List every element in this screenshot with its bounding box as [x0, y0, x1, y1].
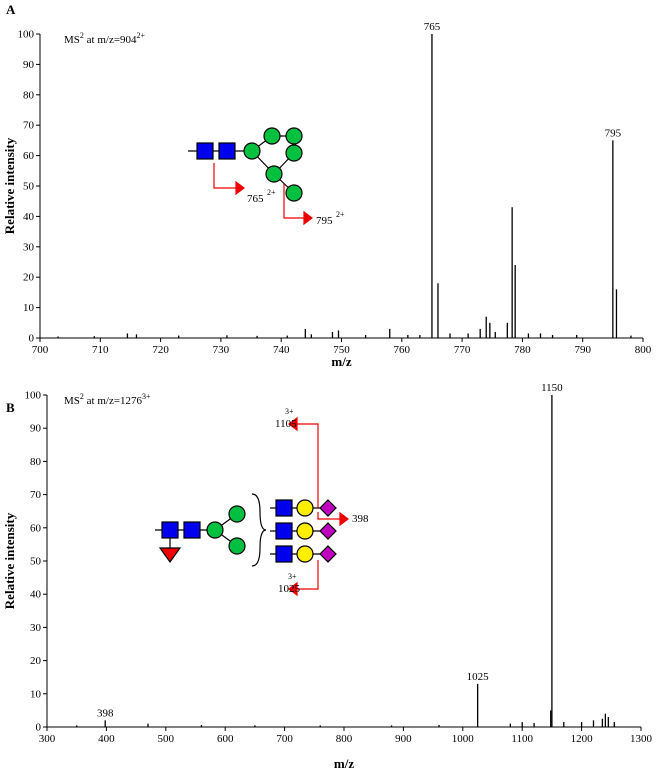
x-tick-label: 1100 [511, 733, 533, 745]
x-axis-label: m/z [334, 756, 354, 771]
x-tick-label: 770 [454, 344, 471, 356]
y-axis-label: Relative intensity [2, 512, 17, 609]
ms-text: at m/z=904 [84, 34, 137, 46]
x-tick-label: 720 [152, 344, 169, 356]
x-tick-label: 400 [98, 733, 115, 745]
ms-exp: 2 [80, 392, 84, 401]
y-tick-label: 90 [30, 423, 42, 435]
y-tick-label: 40 [23, 211, 35, 223]
x-tick-label: 700 [276, 733, 293, 745]
peak-label: 1025 [467, 671, 490, 683]
fragment-charge: 2+ [336, 210, 345, 219]
x-tick-label: 740 [273, 344, 290, 356]
y-tick-label: 0 [36, 722, 42, 734]
fragment-label: 1105 [275, 418, 297, 430]
peak-label: 1150 [541, 382, 563, 394]
glycan-a [188, 127, 313, 226]
fragment-label: 795 [316, 215, 333, 227]
x-tick-label: 710 [92, 344, 109, 356]
x-tick-label: 1200 [571, 733, 594, 745]
x-tick-label: 750 [333, 344, 350, 356]
y-tick-label: 80 [23, 89, 35, 101]
x-axis-label: m/z [331, 354, 351, 369]
y-tick-label: 30 [23, 241, 35, 253]
x-tick-label: 1300 [630, 733, 653, 745]
fragment-label: 765 [247, 193, 264, 205]
ms-exp: 2 [80, 31, 84, 40]
y-tick-label: 80 [30, 456, 42, 468]
y-tick-label: 70 [30, 489, 42, 501]
ms-label: MS2 at m/z=12763+ [64, 392, 151, 407]
x-tick-label: 1000 [452, 733, 475, 745]
y-tick-label: 10 [23, 302, 35, 314]
x-tick-label: 800 [336, 733, 353, 745]
peak-label: 765 [424, 21, 441, 33]
ms-base: MS [64, 395, 80, 407]
x-tick-label: 790 [574, 344, 591, 356]
y-tick-label: 50 [30, 556, 42, 568]
y-tick-label: 50 [23, 181, 35, 193]
glycan-b [155, 416, 349, 597]
fragment-charge: 3+ [288, 572, 297, 581]
y-tick-label: 30 [30, 622, 42, 634]
peak-label: 398 [97, 707, 114, 719]
ms-text: at m/z=1276 [84, 395, 143, 407]
y-tick-label: 20 [23, 272, 35, 284]
peak-label: 795 [605, 127, 622, 139]
y-tick-label: 40 [30, 589, 42, 601]
y-tick-label: 100 [25, 390, 42, 402]
x-tick-label: 600 [217, 733, 234, 745]
x-tick-label: 300 [39, 733, 56, 745]
y-tick-label: 0 [29, 333, 35, 345]
fragment-label: 398 [352, 513, 369, 525]
y-tick-label: 10 [30, 688, 42, 700]
fragment-label: 1025 [278, 583, 301, 595]
y-tick-label: 100 [18, 29, 35, 41]
fragment-charge: 2+ [267, 188, 276, 197]
ms-charge: 2+ [137, 31, 146, 40]
y-tick-label: 60 [30, 522, 42, 534]
y-axis-label: Relative intensity [2, 137, 17, 234]
ms-charge: 3+ [142, 392, 151, 401]
panel-letter: A [6, 2, 16, 17]
x-tick-label: 900 [395, 733, 412, 745]
ms-label: MS2 at m/z=9042+ [64, 31, 146, 46]
x-tick-label: 760 [394, 344, 411, 356]
x-tick-label: 800 [635, 344, 652, 356]
x-tick-label: 730 [213, 344, 230, 356]
ms-base: MS [64, 34, 80, 46]
x-tick-label: 780 [514, 344, 531, 356]
x-tick-label: 500 [158, 733, 175, 745]
fragment-charge: 3+ [285, 407, 294, 416]
y-tick-label: 70 [23, 120, 35, 132]
panel-letter: B [6, 400, 15, 415]
y-tick-label: 90 [23, 59, 35, 71]
y-tick-label: 20 [30, 655, 42, 667]
y-tick-label: 60 [23, 150, 35, 162]
x-tick-label: 700 [32, 344, 49, 356]
